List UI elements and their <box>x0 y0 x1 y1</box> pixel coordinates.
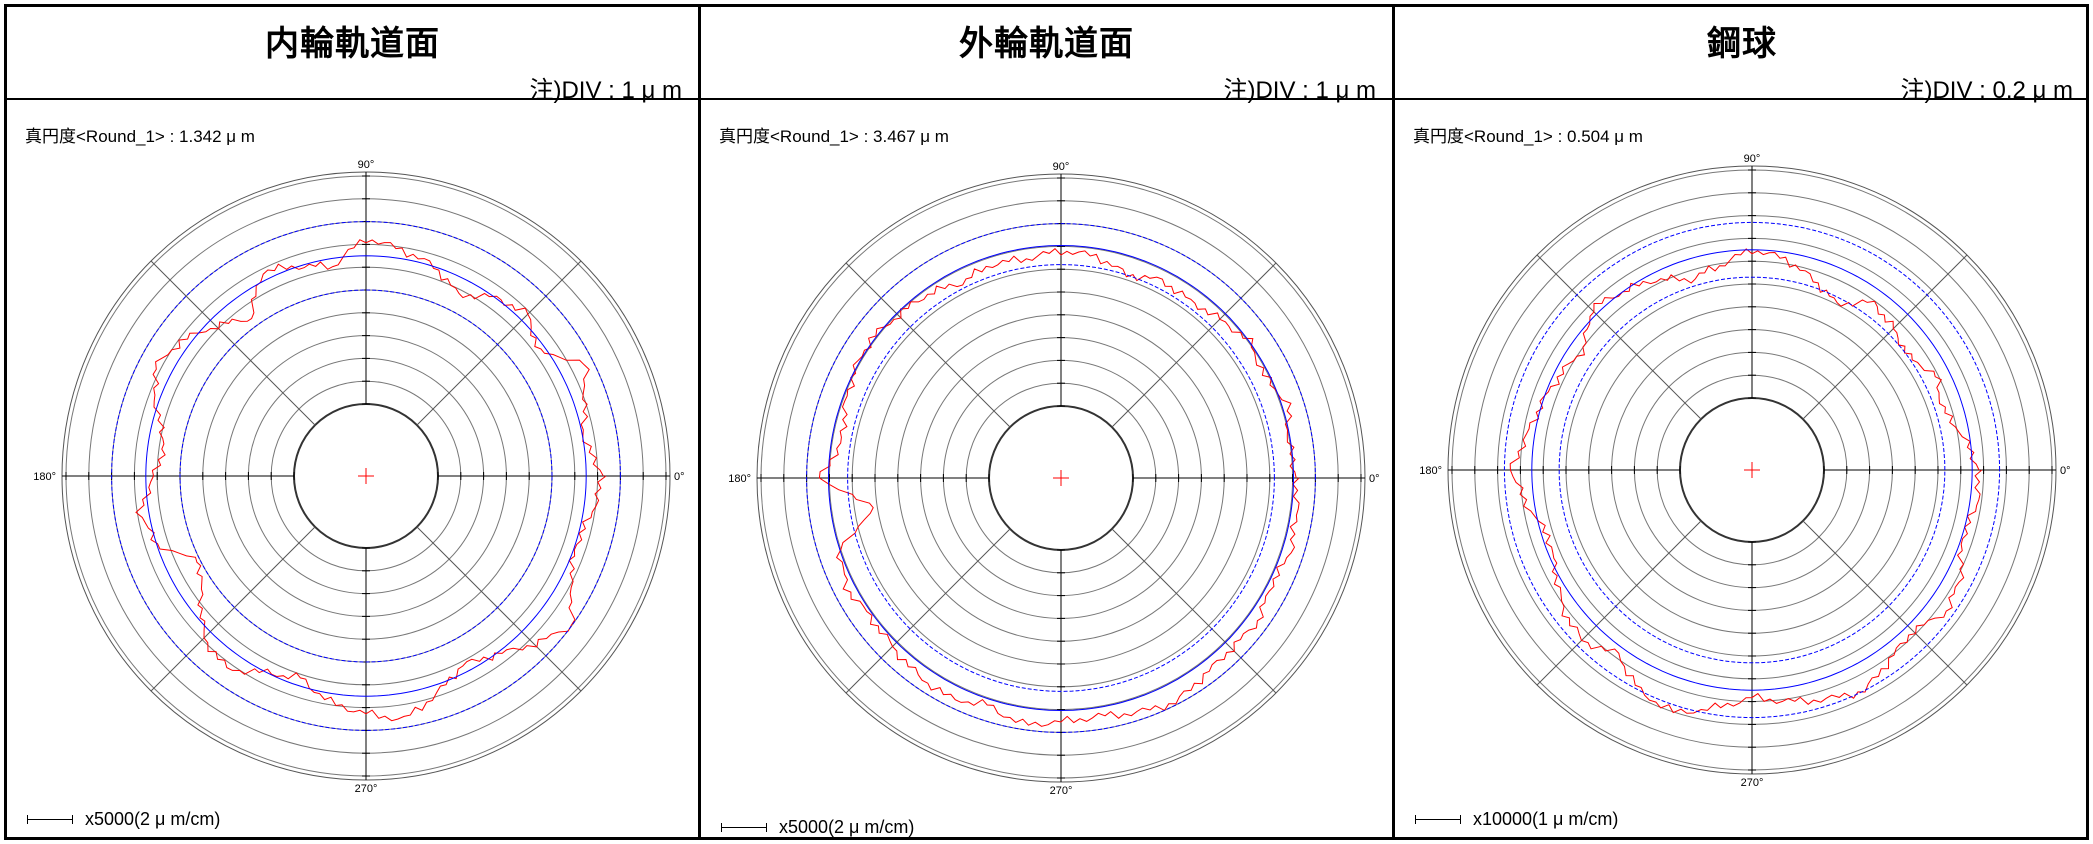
angle-label-180: 180° <box>1419 465 1442 477</box>
scale-bar-icon <box>721 822 767 833</box>
panel-title: 外輪軌道面 <box>959 25 1134 63</box>
panel-inner-ring: 内輪軌道面 注)DIV : 1 μ m 真円度<Round_1> : 1.342… <box>7 4 698 840</box>
reference-circle <box>111 221 621 731</box>
grid-spoke <box>1111 528 1277 694</box>
scale-legend: x10000(1 μ m/cm) <box>1415 809 1618 830</box>
polar-plot: 0° 90° 180° 270° <box>728 161 1380 797</box>
grid-spoke <box>1111 262 1277 428</box>
panel-divider <box>698 4 701 840</box>
reference-circle <box>847 264 1275 692</box>
panel-divider <box>1392 4 1395 840</box>
angle-label-180: 180° <box>728 473 751 485</box>
angle-label-180: 180° <box>33 471 56 483</box>
reference-circle <box>145 255 587 697</box>
reference-circle <box>1558 276 1946 664</box>
panel-title: 鋼球 <box>1707 25 1777 63</box>
header-divider <box>4 98 2089 100</box>
chart-frame <box>4 4 2089 840</box>
scale-legend: x5000(2 μ m/cm) <box>721 817 914 838</box>
grid-spoke <box>150 526 316 692</box>
scale-label: x10000(1 μ m/cm) <box>1473 809 1619 829</box>
grid-spoke <box>1536 254 1702 420</box>
scale-bar-icon <box>1415 814 1461 825</box>
reference-circle <box>806 223 1316 733</box>
reference-circle <box>179 289 553 663</box>
div-note: 注)DIV : 1 μ m <box>1223 77 1376 104</box>
scale-bar-icon <box>27 814 73 825</box>
grid-spoke <box>150 260 316 426</box>
angle-label-270: 270° <box>355 783 378 795</box>
angle-label-0: 0° <box>674 471 685 483</box>
angle-label-0: 0° <box>1369 473 1380 485</box>
angle-label-90: 90° <box>1053 161 1070 173</box>
scale-legend: x5000(2 μ m/cm) <box>27 809 220 830</box>
reference-circle <box>1531 249 1973 691</box>
grid-spoke <box>1802 254 1968 420</box>
div-note: 注)DIV : 1 μ m <box>529 77 682 104</box>
profile-trace <box>135 239 607 722</box>
grid-spoke <box>845 528 1011 694</box>
scale-label: x5000(2 μ m/cm) <box>779 817 915 837</box>
panel-title: 内輪軌道面 <box>265 25 440 63</box>
roundness-value: 真円度<Round_1> : 3.467 μ m <box>719 127 949 146</box>
reference-circle <box>827 244 1294 712</box>
grid-spoke <box>1802 520 1968 686</box>
profile-trace <box>818 248 1300 727</box>
grid-spoke <box>416 260 582 426</box>
polar-plot: 0° 90° 180° 270° <box>33 159 685 795</box>
angle-label-0: 0° <box>2060 465 2071 477</box>
roundness-value: 真円度<Round_1> : 1.342 μ m <box>25 127 255 146</box>
div-note: 注)DIV : 0.2 μ m <box>1900 77 2073 104</box>
angle-label-270: 270° <box>1741 777 1764 789</box>
grid-spoke <box>845 262 1011 428</box>
polar-plot: 0° 90° 180° 270° <box>1419 153 2071 789</box>
grid-spoke <box>1536 520 1702 686</box>
angle-label-90: 90° <box>1744 153 1761 165</box>
angle-label-90: 90° <box>358 159 375 171</box>
roundness-value: 真円度<Round_1> : 0.504 μ m <box>1413 127 1643 146</box>
angle-label-270: 270° <box>1050 785 1073 797</box>
grid-spoke <box>416 526 582 692</box>
reference-circle <box>1503 221 2001 719</box>
profile-trace <box>1509 248 1983 714</box>
scale-label: x5000(2 μ m/cm) <box>85 809 221 829</box>
panel-outer-ring: 外輪軌道面 注)DIV : 1 μ m 真円度<Round_1> : 3.467… <box>701 4 1392 840</box>
panel-steel-ball: 鋼球 注)DIV : 0.2 μ m 真円度<Round_1> : 0.504 … <box>1395 4 2089 840</box>
